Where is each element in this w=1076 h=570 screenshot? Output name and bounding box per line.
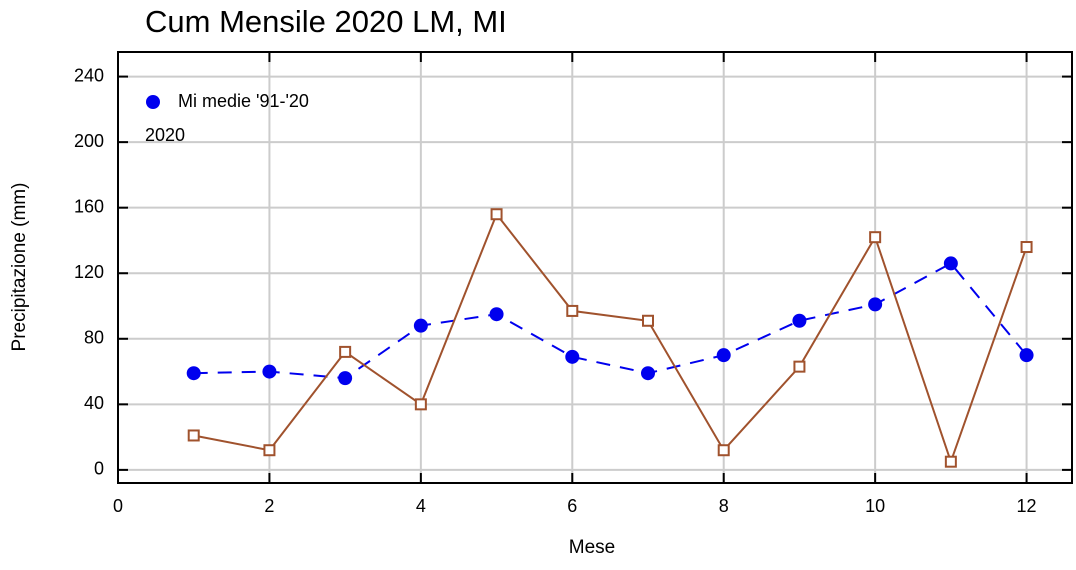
legend-label: 2020 bbox=[145, 125, 185, 145]
x-tick-label: 4 bbox=[416, 496, 426, 516]
y-tick-label: 120 bbox=[74, 262, 104, 282]
x-tick-label: 2 bbox=[264, 496, 274, 516]
point bbox=[566, 304, 579, 317]
point bbox=[339, 345, 352, 358]
x-tick-label: 6 bbox=[567, 496, 577, 516]
y-tick-label: 240 bbox=[74, 65, 104, 85]
y-tick-label: 200 bbox=[74, 131, 104, 151]
point bbox=[642, 314, 654, 327]
point bbox=[943, 256, 958, 271]
series-line bbox=[193, 212, 1028, 465]
point bbox=[186, 366, 201, 381]
y-axis-label: Precipitazione (mm) bbox=[9, 183, 30, 352]
series-line bbox=[193, 262, 1028, 380]
point bbox=[1020, 241, 1033, 254]
point bbox=[490, 208, 503, 221]
point bbox=[1019, 348, 1034, 363]
y-tick-label: 160 bbox=[74, 196, 104, 216]
point bbox=[338, 371, 353, 386]
point bbox=[868, 297, 883, 312]
x-tick-label: 8 bbox=[719, 496, 729, 516]
point bbox=[944, 455, 957, 468]
point bbox=[641, 366, 655, 381]
point bbox=[489, 307, 504, 322]
y-tick-label: 40 bbox=[84, 393, 104, 413]
chart-title: Cum Mensile 2020 LM, MI bbox=[145, 4, 507, 39]
point bbox=[262, 364, 277, 379]
plot-frame bbox=[117, 51, 1073, 484]
point bbox=[187, 429, 200, 442]
x-tick-label: 0 bbox=[113, 496, 123, 516]
point bbox=[792, 313, 807, 328]
legend-marker bbox=[146, 95, 160, 109]
x-tick-label: 10 bbox=[865, 496, 885, 516]
point bbox=[263, 444, 276, 457]
point bbox=[869, 231, 882, 244]
x-axis-label: Mese bbox=[569, 537, 615, 558]
legend-label: Mi medie '91-'20 bbox=[178, 91, 309, 111]
y-tick-label: 0 bbox=[94, 459, 104, 479]
point bbox=[716, 348, 731, 363]
point bbox=[717, 444, 730, 457]
x-tick-label: 12 bbox=[1017, 496, 1037, 516]
y-tick-label: 80 bbox=[84, 328, 104, 348]
point bbox=[414, 398, 427, 411]
point bbox=[565, 349, 580, 364]
point bbox=[793, 360, 806, 373]
point bbox=[413, 318, 428, 333]
